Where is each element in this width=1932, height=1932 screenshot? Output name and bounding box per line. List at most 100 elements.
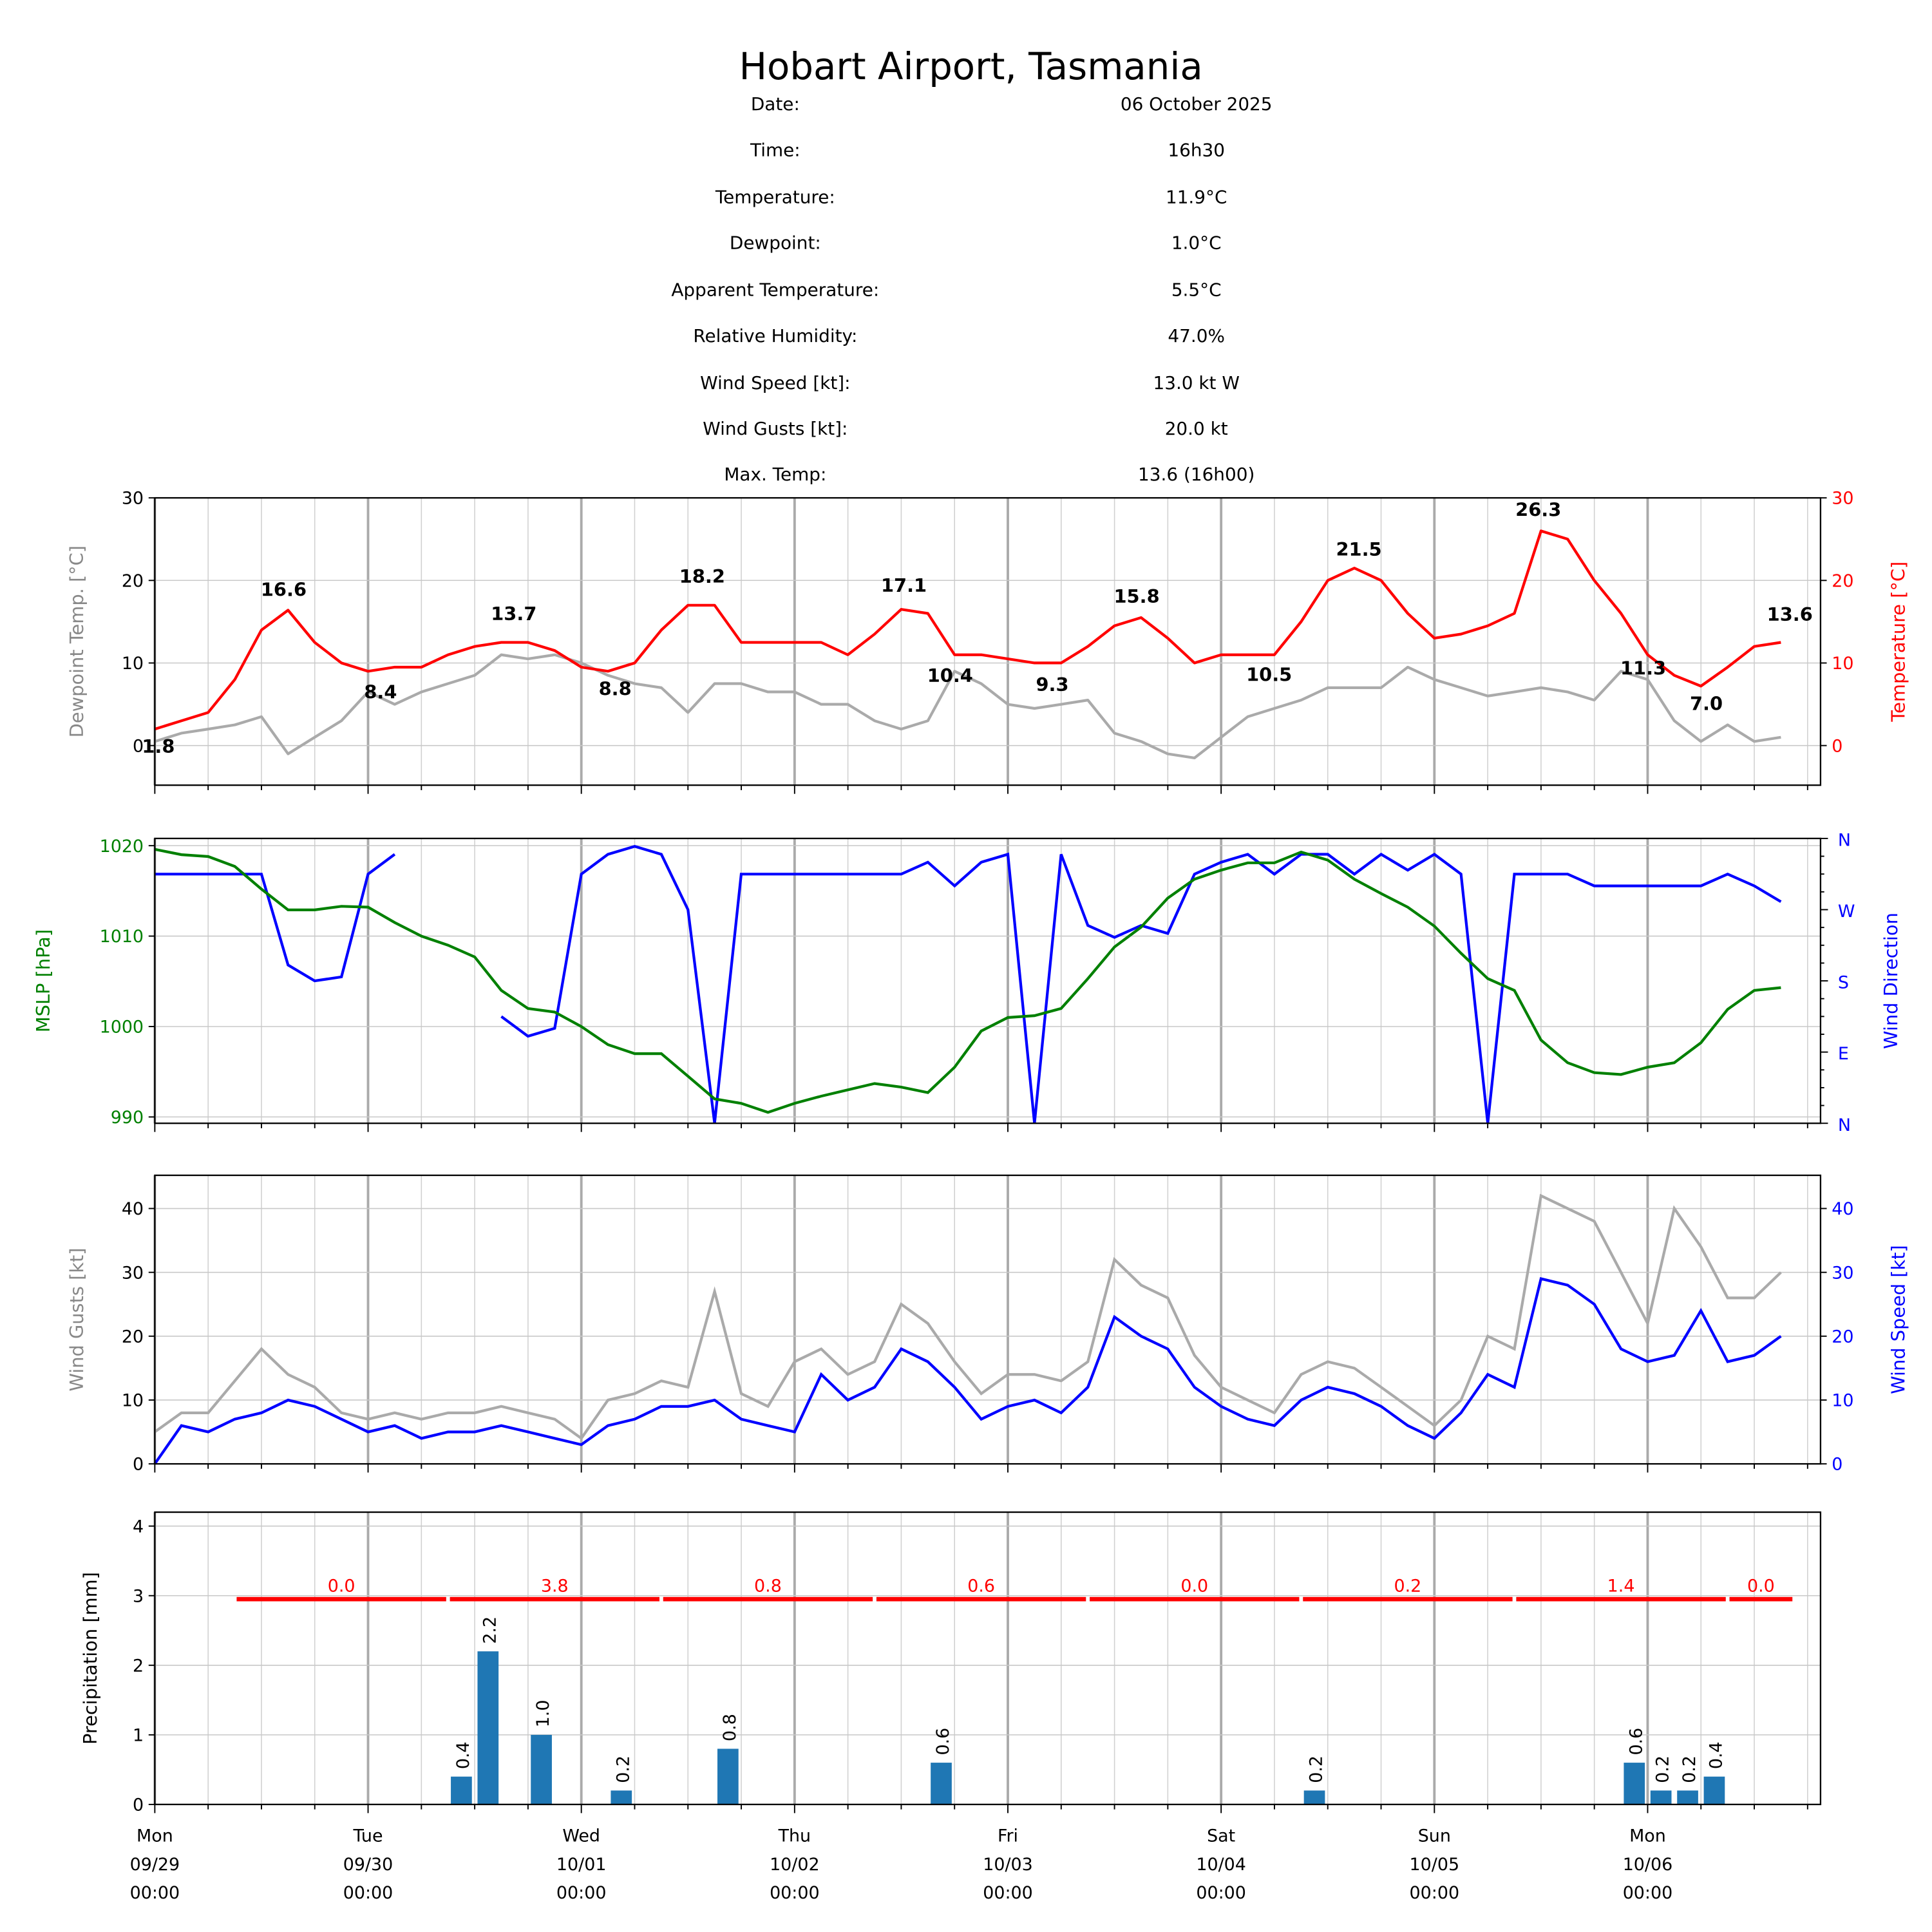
x-tick-day: Sat — [1207, 1826, 1235, 1846]
precip-bar-label: 0.6 — [1626, 1728, 1646, 1756]
x-tick-time: 00:00 — [983, 1883, 1033, 1903]
dewpoint-axis-label: Dewpoint Temp. [°C] — [66, 545, 88, 737]
mslp-axis-label: MSLP [hPa] — [32, 929, 54, 1032]
temp-min-label: 9.3 — [1036, 674, 1068, 696]
temp-max-label: 13.7 — [491, 603, 536, 625]
precip-bar — [477, 1651, 499, 1804]
daily-total-label: 3.8 — [541, 1577, 569, 1596]
x-tick-date: 10/02 — [770, 1855, 820, 1875]
panel-1: 0 10 20 30 0 10 20 30 Dewpoint Temp. [°C] Tempera… — [66, 489, 1909, 794]
plot-frame — [154, 497, 1822, 786]
precip-bar-label: 1.0 — [533, 1700, 553, 1728]
wind-direction-tick-label: W — [1838, 902, 1855, 922]
temp-max-label: 21.5 — [1336, 538, 1381, 560]
y-tick-label: 10 — [122, 654, 144, 674]
temp-min-label: 8.4 — [364, 681, 397, 703]
panel-4: 0 1 2 3 4 Precipitation [mm] 0.4 2.2 1.0 0.2 0.8 0.… — [79, 1511, 1822, 1903]
x-tick-date: 10/04 — [1196, 1855, 1246, 1875]
plot-frame — [154, 1511, 1822, 1806]
chart-title: Hobart Airport, Tasmania — [739, 44, 1203, 88]
info-label-date: Date: — [751, 93, 800, 115]
y-tick-label: 1020 — [100, 837, 144, 857]
info-label-dewpoint: Dewpoint: — [730, 232, 821, 254]
wind-direction-tick-label: N — [1838, 830, 1851, 850]
x-tick-time: 00:00 — [1410, 1883, 1460, 1903]
y-tick-label: 0 — [133, 736, 144, 756]
panel-2: 990 1000 1010 1020 MSLP [hPa] Wind Direction N… — [32, 830, 1902, 1135]
temp-max-label: 18.2 — [679, 565, 725, 587]
temp-max-label: 15.8 — [1114, 585, 1160, 607]
dewpoint-line — [154, 653, 1781, 760]
precip-bar — [1650, 1790, 1672, 1804]
y-tick-label: 3 — [133, 1586, 144, 1606]
wind-direction-tick-label: N — [1838, 1115, 1851, 1135]
precip-bar — [451, 1776, 472, 1804]
daily-total-label: 0.6 — [967, 1577, 995, 1596]
wind-direction-axis-label: Wind Direction — [1880, 913, 1902, 1049]
precip-bar-label: 0.4 — [1706, 1741, 1726, 1769]
precip-bar — [1303, 1790, 1325, 1804]
daily-total-label: 0.8 — [754, 1577, 782, 1596]
precip-bar-label: 2.2 — [480, 1616, 500, 1644]
info-value-time: 16h30 — [1168, 139, 1225, 160]
x-tick-day: Mon — [137, 1826, 173, 1846]
right-y-tick-label: 10 — [1832, 1391, 1853, 1411]
temp-min-label: 1.8 — [142, 735, 175, 757]
info-value-max-temp: 13.6 (16h00) — [1138, 464, 1255, 485]
temperature-line — [154, 529, 1781, 731]
y-tick-label: 0 — [133, 1455, 144, 1475]
precip-bar — [1624, 1763, 1645, 1804]
x-tick-date: 10/05 — [1410, 1855, 1460, 1875]
x-tick-date: 10/01 — [556, 1855, 607, 1875]
precip-bar — [717, 1748, 739, 1804]
y-tick-label: 30 — [122, 1263, 144, 1283]
right-y-tick-label: 20 — [1832, 571, 1853, 591]
right-y-tick-label: 20 — [1832, 1327, 1853, 1347]
precipitation-axis-label: Precipitation [mm] — [79, 1572, 101, 1745]
info-value-wind-gusts: 20.0 kt — [1165, 418, 1228, 439]
precip-bar — [1703, 1776, 1725, 1804]
right-y-tick-label: 10 — [1832, 654, 1853, 674]
daily-total-label: 0.2 — [1394, 1577, 1422, 1596]
info-label-wind-gusts: Wind Gusts [kt]: — [703, 418, 848, 439]
daily-total-label: 0.0 — [328, 1577, 355, 1596]
temp-max-label: 16.6 — [261, 579, 307, 601]
x-tick-day: Sun — [1418, 1826, 1451, 1846]
wind-direction-tick-label: S — [1838, 973, 1849, 993]
y-tick-label: 20 — [122, 571, 144, 591]
precip-bar — [611, 1790, 632, 1804]
precip-bar-label: 0.2 — [1680, 1756, 1700, 1783]
temp-max-label: 13.6 — [1767, 603, 1813, 625]
x-tick-time: 00:00 — [1623, 1883, 1673, 1903]
y-tick-label: 30 — [122, 489, 144, 509]
x-tick-date: 09/29 — [130, 1855, 180, 1875]
x-tick-time: 00:00 — [556, 1883, 607, 1903]
daily-total-label: 1.4 — [1607, 1577, 1635, 1596]
info-value-apparent-temp: 5.5°C — [1171, 279, 1222, 301]
y-tick-label: 1 — [133, 1725, 144, 1745]
info-label-humidity: Relative Humidity: — [693, 325, 857, 346]
info-value-humidity: 47.0% — [1168, 325, 1225, 346]
info-label-max-temp: Max. Temp: — [724, 464, 826, 485]
x-tick-day: Mon — [1629, 1826, 1666, 1846]
plot-frame — [154, 837, 1822, 1124]
precip-bar — [931, 1763, 952, 1804]
y-tick-label: 40 — [122, 1199, 144, 1219]
info-label-temperature: Temperature: — [715, 186, 835, 207]
x-tick-time: 00:00 — [130, 1883, 180, 1903]
temp-min-label: 7.0 — [1690, 693, 1723, 715]
right-y-tick-label: 0 — [1832, 736, 1842, 756]
precip-bar-label: 0.6 — [933, 1728, 953, 1756]
y-tick-label: 990 — [111, 1108, 144, 1128]
mslp-line — [154, 848, 1781, 1114]
precip-bar-label: 0.2 — [1307, 1756, 1327, 1783]
info-value-dewpoint: 1.0°C — [1171, 232, 1222, 254]
info-value-date: 06 October 2025 — [1121, 93, 1273, 115]
daily-total-label: 0.0 — [1747, 1577, 1775, 1596]
y-tick-label: 4 — [133, 1517, 144, 1537]
x-tick-date: 10/06 — [1623, 1855, 1673, 1875]
x-tick-time: 00:00 — [1196, 1883, 1246, 1903]
y-tick-label: 2 — [133, 1656, 144, 1676]
station-info-table: Date: 06 October 2025 Time: 16h30 Temper… — [671, 93, 1272, 485]
